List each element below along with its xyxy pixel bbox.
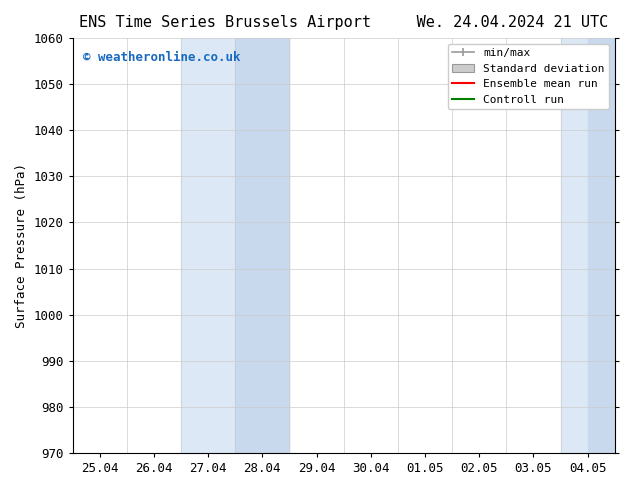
- Title: ENS Time Series Brussels Airport     We. 24.04.2024 21 UTC: ENS Time Series Brussels Airport We. 24.…: [79, 15, 609, 30]
- Bar: [181, 38, 290, 453]
- Bar: [560, 38, 615, 453]
- Y-axis label: Surface Pressure (hPa): Surface Pressure (hPa): [15, 163, 28, 328]
- Bar: [235, 38, 290, 453]
- Text: © weatheronline.co.uk: © weatheronline.co.uk: [84, 50, 241, 64]
- Legend: min/max, Standard deviation, Ensemble mean run, Controll run: min/max, Standard deviation, Ensemble me…: [448, 44, 609, 109]
- Bar: [588, 38, 615, 453]
